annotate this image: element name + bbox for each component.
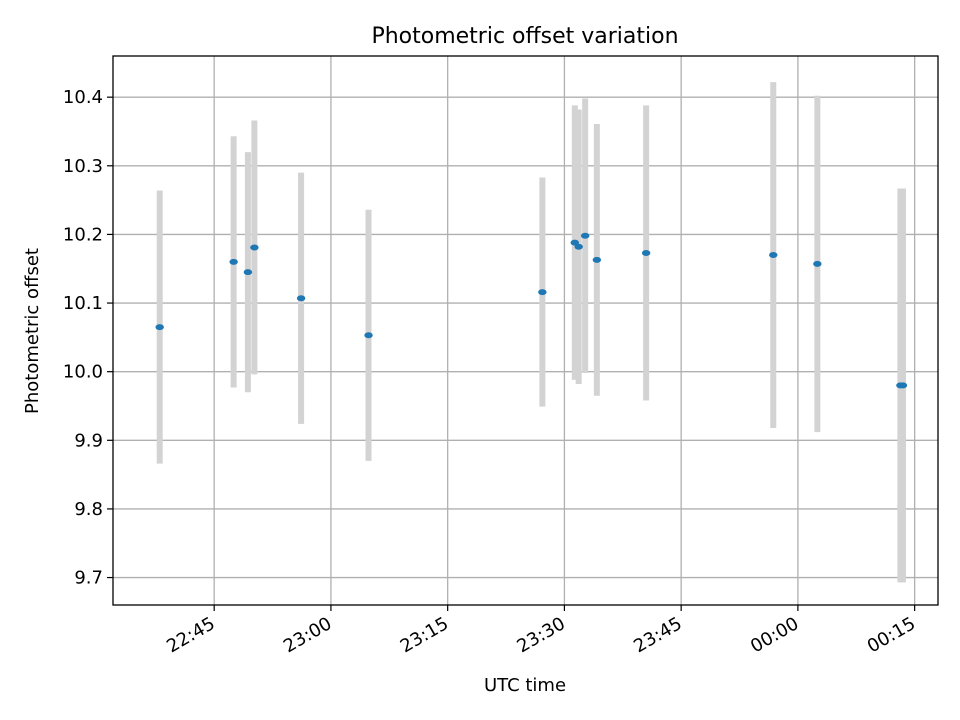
data-point (243, 269, 253, 276)
y-tick-label: 10.1 (63, 293, 103, 314)
y-tick-label: 10.2 (63, 224, 103, 245)
y-tick-label: 9.7 (74, 568, 103, 589)
y-tick-label: 9.8 (74, 499, 103, 520)
data-point (641, 249, 651, 256)
x-axis-title: UTC time (484, 675, 566, 696)
chart-title: Photometric offset variation (371, 24, 678, 49)
data-point (229, 258, 238, 265)
data-point (813, 260, 822, 267)
grid-layer (113, 56, 938, 605)
data-point (898, 382, 908, 389)
y-tick-label: 10.0 (63, 362, 103, 383)
data-point (580, 232, 590, 239)
data-point (592, 256, 602, 263)
data-point (538, 289, 547, 296)
y-tick-label: 10.4 (63, 87, 103, 108)
data-point (574, 243, 583, 250)
y-tick-label: 9.9 (74, 430, 103, 451)
data-point (364, 332, 373, 339)
data-point (769, 252, 778, 259)
data-point (155, 324, 164, 331)
y-axis-title: Photometric offset (22, 248, 43, 414)
marker-layer (155, 232, 908, 389)
plot-frame (112, 55, 939, 606)
data-point (250, 244, 259, 251)
y-tick-label: 10.3 (63, 156, 103, 177)
data-point (296, 295, 306, 302)
